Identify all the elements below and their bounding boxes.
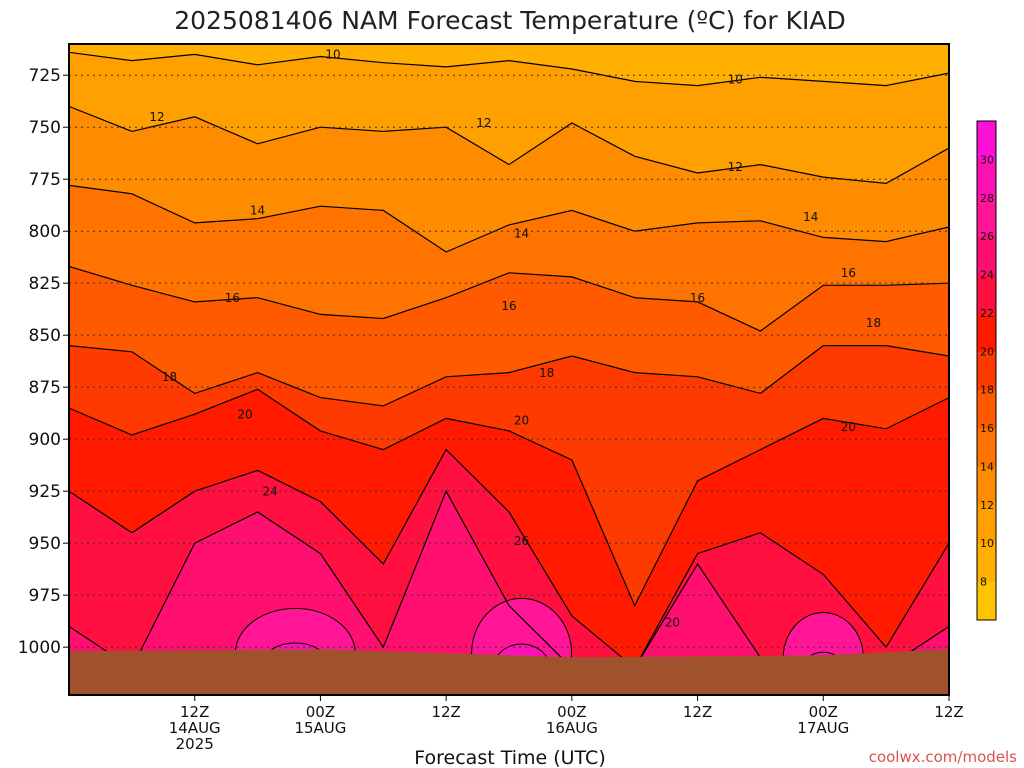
y-tick-label: 950 [29, 534, 61, 554]
x-tick-label: 16AUG [546, 719, 598, 737]
x-tick-label: 12Z [934, 703, 963, 721]
y-tick-label: 900 [29, 430, 61, 450]
contour-label: 18 [866, 316, 881, 330]
y-tick-label: 975 [29, 586, 61, 606]
contour-label: 16 [225, 291, 240, 305]
y-tick-label: 775 [29, 170, 61, 190]
y-tick-label: 925 [29, 482, 61, 502]
x-tick-label: 00Z [809, 703, 838, 721]
y-tick-label: 800 [29, 222, 61, 242]
x-tick-label: 14AUG [169, 719, 221, 737]
contour-label: 14 [803, 210, 818, 224]
colorbar-label: 30 [980, 153, 994, 166]
contour-label: 10 [728, 73, 743, 87]
colorbar-swatch [977, 236, 996, 276]
isotherm-16 [69, 265, 949, 332]
colorbar-swatch [977, 121, 996, 160]
colorbar-swatch [977, 159, 996, 199]
x-tick-label: 17AUG [797, 719, 849, 737]
y-tick-label: 750 [29, 118, 61, 138]
colorbar-label: 14 [980, 460, 994, 473]
contour-label: 14 [250, 204, 265, 218]
colorbar-label: 20 [980, 345, 994, 358]
y-tick-label: 850 [29, 326, 61, 346]
y-tick-label: 1000 [18, 638, 61, 658]
x-tick-label: 12Z [180, 703, 209, 721]
y-tick-label: 825 [29, 274, 61, 294]
colorbar-label: 18 [980, 384, 994, 397]
contour-label: 20 [237, 407, 252, 421]
colorbar-label: 22 [980, 307, 994, 320]
isotherm-18 [69, 345, 949, 407]
x-tick-label: 00Z [557, 703, 586, 721]
colorbar-swatch [977, 197, 996, 237]
colorbar: 8 10 12 14 16 18 20 22 24 26 28 30 [976, 120, 997, 621]
x-axis-label: Forecast Time (UTC) [414, 747, 605, 768]
colorbar-swatch [977, 312, 996, 352]
colorbar-swatch [977, 581, 996, 621]
isotherm-22 [69, 448, 949, 669]
contour-label: 16 [690, 291, 705, 305]
colorbar-swatch [977, 389, 996, 429]
x-tick-label: 15AUG [294, 719, 346, 737]
isotherm-14 [69, 184, 949, 253]
contour-label: 16 [841, 266, 856, 280]
contour-label: 16 [501, 299, 516, 313]
x-tick-label: 00Z [306, 703, 335, 721]
colorbar-swatch [977, 466, 996, 506]
colorbar-swatch [977, 351, 996, 391]
contour-label: 12 [728, 160, 743, 174]
colorbar-label: 26 [980, 230, 994, 243]
y-tick-label: 875 [29, 378, 61, 398]
axes: 725 750 775 800 825 850 875 900 925 950 975 1000 12Z… [18, 66, 964, 753]
contour-label: 20 [665, 615, 680, 629]
credit-link[interactable]: coolwx.com/models [869, 748, 1017, 766]
chart-title: 2025081406 NAM Forecast Temperature (ºC)… [174, 6, 846, 35]
plot-border [68, 43, 950, 696]
isotherm-20 [69, 388, 949, 608]
contour-label: 24 [263, 484, 278, 498]
colorbar-swatch [977, 504, 996, 544]
colorbar-swatch [977, 543, 996, 583]
colorbar-border [976, 120, 997, 621]
colorbar-label: 12 [980, 499, 994, 512]
x-tick-label: 12Z [683, 703, 712, 721]
contour-label: 12 [149, 110, 164, 124]
x-tick-label: 12Z [431, 703, 460, 721]
colorbar-label: 8 [980, 576, 987, 589]
contour-label: 20 [514, 414, 529, 428]
contour-label: 12 [476, 116, 491, 130]
isotherm-10 [69, 51, 949, 87]
colorbar-swatch [977, 274, 996, 314]
contour-label: 18 [162, 370, 177, 384]
contour-label: 18 [539, 366, 554, 380]
colorbar-label: 16 [980, 422, 994, 435]
contour-label: 26 [514, 534, 529, 548]
colorbar-label: 24 [980, 269, 994, 282]
contour-label: 20 [841, 420, 856, 434]
x-tick-label: 2025 [176, 735, 214, 753]
contour-label: 10 [325, 48, 340, 62]
ground-surface [69, 649, 949, 695]
colorbar-label: 10 [980, 537, 994, 550]
y-tick-label: 725 [29, 66, 61, 86]
contour-label: 14 [514, 226, 529, 240]
colorbar-swatch [977, 428, 996, 467]
plot-area: 10 10 12 12 12 14 14 14 16 16 16 16 18 18 18 20 20 20 20 24… [68, 43, 950, 696]
colorbar-label: 28 [980, 192, 994, 205]
isotherm-12 [69, 105, 949, 185]
